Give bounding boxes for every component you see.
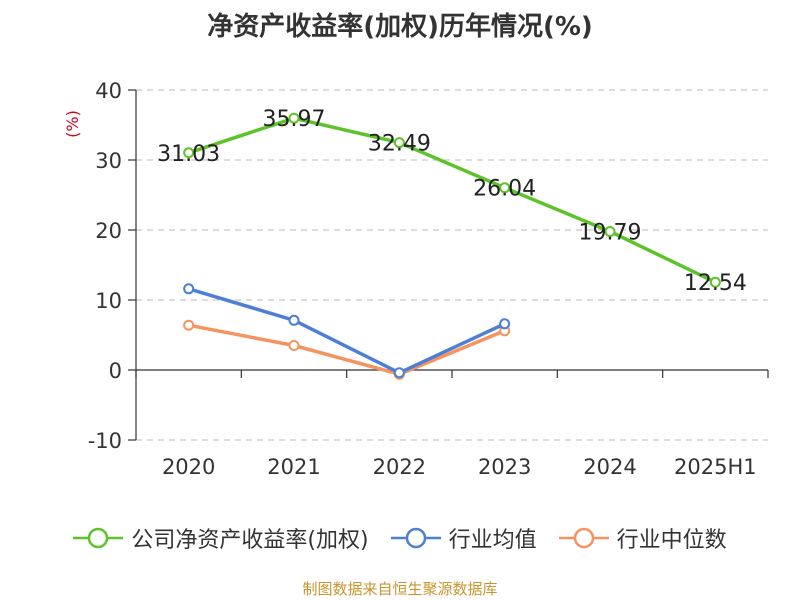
legend-line-circle-icon: [73, 527, 124, 549]
legend-label: 行业中位数: [616, 528, 727, 553]
data-point: [709, 276, 721, 288]
legend-label: 公司净资产收益率(加权): [131, 528, 369, 553]
data-point: [288, 340, 300, 351]
data-label: 26.04: [473, 177, 536, 202]
y-tick-label: 40: [95, 79, 122, 103]
data-point: [183, 319, 195, 331]
y-tick-label: 20: [95, 219, 122, 243]
legend-item[interactable]: 公司净资产收益率(加权): [73, 522, 369, 554]
x-tick-label: 2023: [478, 455, 531, 479]
x-tick-label: 2025H1: [674, 455, 757, 479]
data-label: 12.54: [684, 271, 747, 296]
y-tick-label: 0: [109, 359, 122, 383]
data-point: [393, 137, 405, 149]
legend-label: 行业均值: [448, 528, 537, 553]
legend-item[interactable]: 行业均值: [390, 522, 537, 554]
data-point: [183, 147, 195, 159]
data-point: [393, 367, 405, 379]
data-point: [288, 314, 300, 326]
x-tick-label: 2022: [373, 455, 426, 479]
data-label: 35.97: [263, 107, 326, 132]
data-label: 31.03: [157, 142, 220, 167]
x-tick-label: 2021: [267, 455, 320, 479]
chart-title: 净资产收益率(加权)历年情况(%): [207, 12, 593, 42]
data-point: [288, 112, 300, 124]
y-tick-label: -10: [88, 429, 122, 453]
y-axis-label: (%): [63, 110, 82, 138]
data-label: 19.79: [579, 220, 642, 245]
series-line: [188, 323, 506, 376]
axes: -10 0 10 20 30 40 2020 2021 2022 2023 2024 2025H1 (%…: [63, 79, 769, 479]
x-tick-label: 2020: [162, 455, 215, 479]
source-note: 制图数据来自恒生聚源数据库: [302, 580, 498, 598]
data-label: 32.49: [368, 132, 431, 157]
series-line: [188, 287, 506, 375]
series-line: [188, 116, 717, 284]
y-tick-label: 10: [95, 289, 122, 313]
grid-lines: [136, 89, 768, 441]
legend: 公司净资产收益率(加权) 行业均值 行业中位数: [0, 520, 800, 556]
x-tick-label: 2024: [583, 455, 636, 479]
data-point: [604, 225, 616, 237]
series-lines: [183, 112, 721, 380]
data-point: [499, 182, 511, 194]
legend-line-circle-icon: [558, 527, 609, 549]
y-tick-label: 30: [95, 149, 122, 173]
data-labels: 31.03 35.97 32.49 26.04 19.79 12.54: [157, 107, 747, 296]
legend-item[interactable]: 行业中位数: [558, 522, 727, 554]
legend-line-circle-icon: [390, 527, 441, 549]
data-point: [499, 318, 511, 330]
data-point: [183, 283, 195, 295]
